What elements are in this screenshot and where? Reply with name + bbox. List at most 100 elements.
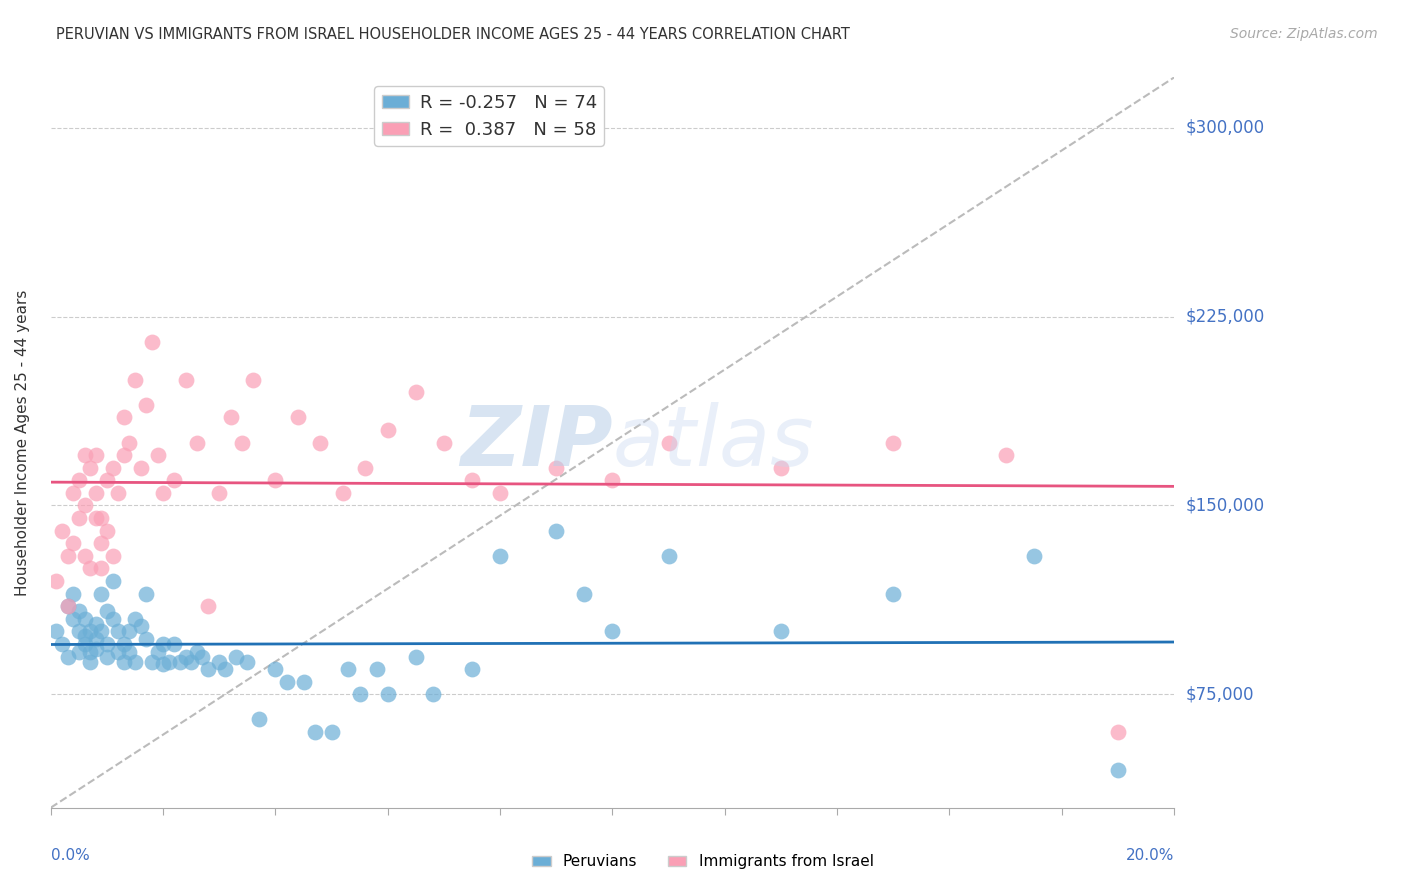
Point bbox=[994, 448, 1017, 462]
Text: $75,000: $75,000 bbox=[1185, 685, 1254, 703]
Point bbox=[67, 644, 90, 658]
Point bbox=[422, 687, 444, 701]
Point bbox=[287, 410, 309, 425]
Point bbox=[152, 657, 174, 672]
Point bbox=[67, 473, 90, 487]
Point bbox=[658, 435, 681, 450]
Point bbox=[135, 586, 157, 600]
Point bbox=[56, 549, 79, 563]
Point bbox=[546, 524, 568, 538]
Text: 0.0%: 0.0% bbox=[51, 847, 90, 863]
Point bbox=[208, 655, 231, 669]
Text: $225,000: $225,000 bbox=[1185, 308, 1264, 326]
Point bbox=[90, 561, 112, 575]
Point bbox=[236, 655, 259, 669]
Point bbox=[152, 486, 174, 500]
Point bbox=[309, 435, 332, 450]
Point bbox=[124, 612, 146, 626]
Point bbox=[219, 410, 242, 425]
Point bbox=[377, 423, 399, 437]
Point bbox=[769, 624, 792, 639]
Point bbox=[146, 448, 169, 462]
Point bbox=[90, 511, 112, 525]
Point bbox=[354, 460, 377, 475]
Point bbox=[214, 662, 236, 676]
Point bbox=[208, 486, 231, 500]
Point bbox=[84, 511, 107, 525]
Point bbox=[124, 373, 146, 387]
Point bbox=[135, 632, 157, 646]
Point bbox=[101, 574, 124, 588]
Point bbox=[79, 460, 101, 475]
Point bbox=[107, 624, 129, 639]
Point bbox=[101, 549, 124, 563]
Point bbox=[186, 644, 208, 658]
Point bbox=[118, 624, 141, 639]
Point bbox=[67, 511, 90, 525]
Point bbox=[56, 599, 79, 614]
Point bbox=[405, 385, 427, 400]
Point bbox=[337, 662, 360, 676]
Point bbox=[186, 435, 208, 450]
Point bbox=[882, 586, 904, 600]
Text: Source: ZipAtlas.com: Source: ZipAtlas.com bbox=[1230, 27, 1378, 41]
Point bbox=[129, 460, 152, 475]
Point bbox=[101, 460, 124, 475]
Point bbox=[141, 334, 163, 349]
Point bbox=[304, 725, 326, 739]
Point bbox=[107, 486, 129, 500]
Text: ZIP: ZIP bbox=[460, 402, 613, 483]
Point bbox=[231, 435, 253, 450]
Point bbox=[461, 662, 484, 676]
Point bbox=[90, 624, 112, 639]
Point bbox=[157, 655, 180, 669]
Point bbox=[84, 448, 107, 462]
Point bbox=[546, 460, 568, 475]
Point bbox=[67, 604, 90, 618]
Point bbox=[433, 435, 456, 450]
Point bbox=[112, 448, 135, 462]
Point bbox=[62, 586, 84, 600]
Point bbox=[377, 687, 399, 701]
Point bbox=[118, 435, 141, 450]
Point bbox=[276, 674, 298, 689]
Point bbox=[73, 612, 96, 626]
Point bbox=[169, 655, 191, 669]
Point bbox=[90, 586, 112, 600]
Point bbox=[658, 549, 681, 563]
Point bbox=[96, 649, 118, 664]
Point bbox=[45, 574, 67, 588]
Point bbox=[96, 524, 118, 538]
Point bbox=[349, 687, 371, 701]
Point bbox=[129, 619, 152, 633]
Point bbox=[152, 637, 174, 651]
Point bbox=[101, 612, 124, 626]
Point bbox=[107, 644, 129, 658]
Point bbox=[51, 637, 73, 651]
Point bbox=[45, 624, 67, 639]
Point bbox=[90, 536, 112, 550]
Text: atlas: atlas bbox=[613, 402, 814, 483]
Point bbox=[461, 473, 484, 487]
Point bbox=[62, 612, 84, 626]
Point bbox=[112, 655, 135, 669]
Point bbox=[163, 473, 186, 487]
Point bbox=[73, 499, 96, 513]
Point bbox=[489, 486, 512, 500]
Point bbox=[264, 473, 287, 487]
Point bbox=[332, 486, 354, 500]
Text: PERUVIAN VS IMMIGRANTS FROM ISRAEL HOUSEHOLDER INCOME AGES 25 - 44 YEARS CORRELA: PERUVIAN VS IMMIGRANTS FROM ISRAEL HOUSE… bbox=[56, 27, 851, 42]
Point bbox=[174, 373, 197, 387]
Point bbox=[602, 624, 624, 639]
Point bbox=[135, 398, 157, 412]
Text: $150,000: $150,000 bbox=[1185, 497, 1264, 515]
Point bbox=[163, 637, 186, 651]
Point bbox=[1107, 725, 1129, 739]
Point bbox=[84, 642, 107, 657]
Point bbox=[73, 637, 96, 651]
Point bbox=[264, 662, 287, 676]
Point bbox=[79, 644, 101, 658]
Point bbox=[242, 373, 264, 387]
Point bbox=[79, 561, 101, 575]
Point bbox=[73, 448, 96, 462]
